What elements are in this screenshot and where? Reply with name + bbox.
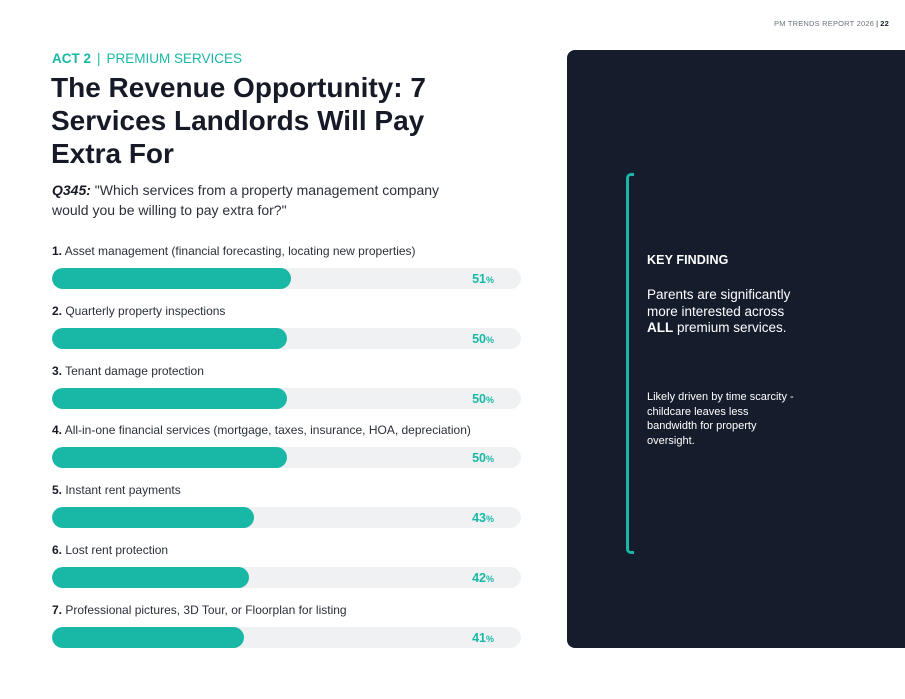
bar-row: 2. Quarterly property inspections 50% [52, 300, 522, 350]
bar-label: 7. Professional pictures, 3D Tour, or Fl… [52, 603, 347, 617]
bar-category: Asset management (financial forecasting,… [62, 244, 416, 258]
bar-number: 5. [52, 483, 63, 498]
question-text: "Which services from a property manageme… [52, 182, 440, 218]
key-finding-main-bold: ALL [647, 320, 674, 335]
bar-value-label: 50% [472, 391, 494, 406]
bar-fill [52, 327, 287, 349]
act-label: ACT 2 [52, 51, 92, 66]
bar-label: 6. Lost rent protection [52, 543, 168, 557]
bar-category: All-in-one financial services (mortgage,… [62, 423, 471, 438]
bar-number: 6. [52, 543, 63, 557]
bar-track [52, 387, 521, 409]
key-finding-panel [567, 50, 905, 648]
bar-fill [52, 268, 292, 289]
header-separator: | [876, 19, 879, 28]
bar-value-label: 41% [472, 630, 494, 645]
accent-bracket [626, 173, 634, 554]
bar-row: 6. Lost rent protection 42% [52, 539, 522, 589]
bar-row: 3. Tenant damage protection 50% [52, 360, 522, 410]
section-label: PREMIUM SERVICES [106, 51, 243, 66]
bar-category: Instant rent payments [62, 483, 181, 498]
bar-track [52, 268, 521, 289]
bar-fill [52, 387, 287, 409]
bar-row: 5. Instant rent payments 43% [52, 479, 522, 529]
bar-track [52, 327, 521, 349]
bar-category: Quarterly property inspections [62, 303, 226, 318]
bar-track [52, 447, 521, 469]
bar-label: 2. Quarterly property inspections [52, 304, 225, 318]
bar-value-label: 42% [472, 571, 494, 585]
bar-label: 4. All-in-one financial services (mortga… [52, 423, 471, 437]
page-title: The Revenue Opportunity: 7 Services Land… [51, 72, 426, 169]
bar-label: 1. Asset management (financial forecasti… [52, 244, 416, 258]
bar-number: 3. [52, 363, 63, 378]
bar-label: 5. Instant rent payments [52, 483, 181, 497]
bar-track [52, 567, 521, 588]
key-finding-title: KEY FINDING [647, 253, 729, 267]
bar-row: 4. All-in-one financial services (mortga… [52, 419, 522, 469]
question-id: Q345: [52, 182, 91, 198]
bar-value-label: 51% [472, 272, 494, 286]
survey-question: Q345: "Which services from a property ma… [52, 181, 472, 220]
bar-value-label: 43% [472, 511, 494, 526]
bar-fill [52, 447, 287, 469]
section-eyebrow: ACT 2 | PREMIUM SERVICES [52, 51, 242, 66]
bar-fill [52, 626, 245, 648]
bar-number: 1. [52, 244, 63, 258]
bar-row: 1. Asset management (financial forecasti… [52, 240, 522, 290]
bar-number: 2. [52, 303, 63, 318]
bar-row: 7. Professional pictures, 3D Tour, or Fl… [52, 599, 522, 649]
bar-fill [52, 507, 254, 529]
eyebrow-separator: | [97, 51, 101, 66]
report-name: PM TRENDS REPORT 2026 [774, 19, 875, 28]
bar-number: 7. [52, 602, 63, 617]
bar-label: 3. Tenant damage protection [52, 364, 204, 378]
report-header: PM TRENDS REPORT 2026 | 22 [774, 19, 889, 28]
bar-category: Professional pictures, 3D Tour, or Floor… [62, 602, 347, 617]
bar-value-label: 50% [472, 331, 494, 346]
bar-value-label: 50% [472, 451, 494, 466]
key-finding-main-suffix: premium services. [673, 320, 787, 335]
key-finding-statement: Parents are significantly more intereste… [647, 287, 797, 337]
bar-category: Tenant damage protection [62, 363, 204, 378]
page-number: 22 [880, 19, 889, 28]
key-finding-explanation: Likely driven by time scarcity - childca… [647, 391, 794, 447]
bar-track [52, 507, 521, 529]
bar-category: Lost rent protection [62, 543, 169, 557]
bar-track [52, 626, 521, 648]
bar-number: 4. [52, 423, 63, 438]
key-finding-main-prefix: Parents are significantly more intereste… [647, 287, 791, 319]
bar-fill [52, 567, 249, 588]
